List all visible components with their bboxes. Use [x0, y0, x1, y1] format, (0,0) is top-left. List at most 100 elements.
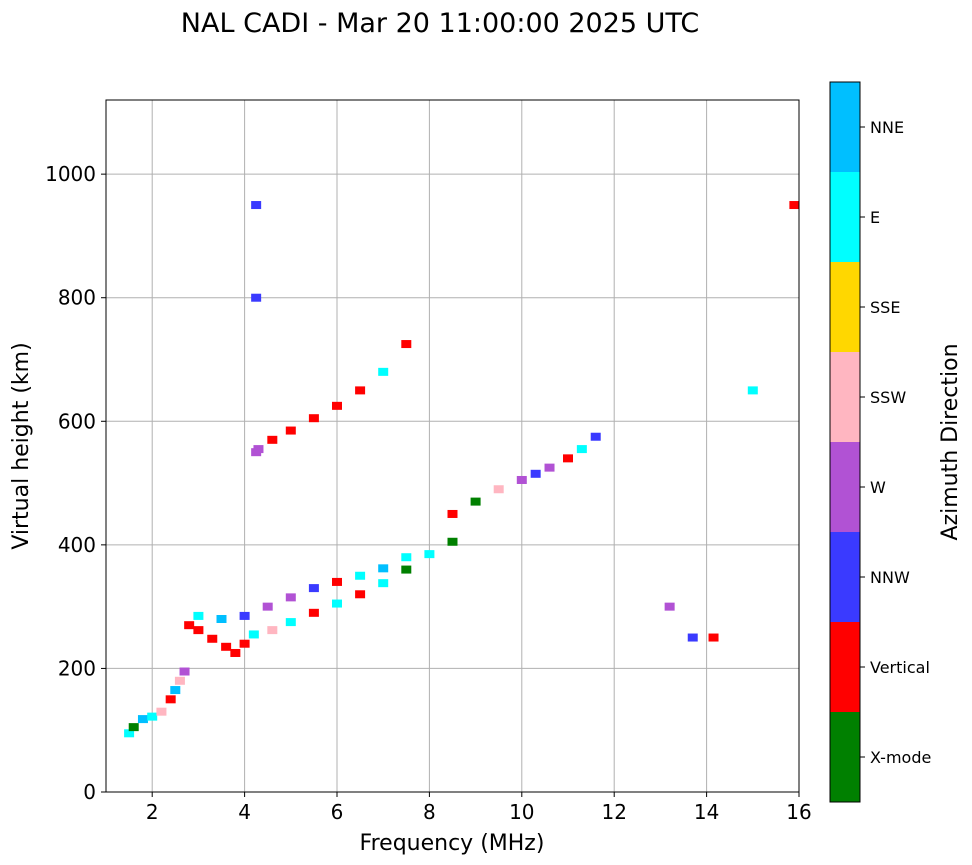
data-point	[184, 621, 195, 630]
y-tick-label: 1000	[45, 162, 96, 186]
colorbar-frame	[829, 81, 861, 803]
data-point	[355, 571, 366, 580]
x-tick-label: 2	[146, 800, 159, 824]
colorbar-segment	[830, 712, 860, 802]
data-point	[401, 553, 412, 562]
data-point	[355, 386, 366, 395]
data-point	[516, 475, 527, 484]
data-point	[470, 497, 481, 506]
data-point	[332, 577, 342, 586]
x-axis-label: Frequency (MHz)	[360, 831, 545, 856]
data-point	[308, 608, 319, 617]
data-point	[447, 537, 458, 546]
x-axis: 2 4 6 8 10 12 14 16	[146, 792, 812, 824]
y-tick-label: 400	[58, 533, 96, 557]
data-point	[147, 712, 158, 721]
colorbar-tick-label: W	[870, 478, 886, 497]
data-point	[156, 707, 167, 716]
data-point	[207, 634, 218, 643]
data-point	[170, 686, 181, 695]
data-point	[251, 448, 262, 457]
data-point	[285, 593, 296, 602]
y-tick-label: 0	[83, 780, 96, 804]
colorbar-segment	[830, 82, 860, 172]
data-point	[308, 584, 319, 593]
plot-frame	[105, 99, 800, 793]
colorbar-tick-label: SSE	[870, 298, 900, 317]
data-point	[590, 432, 601, 441]
x-tick-label: 4	[238, 800, 251, 824]
colorbar-segment	[830, 352, 860, 442]
colorbar-segment	[830, 532, 860, 622]
data-point	[248, 630, 259, 639]
data-point	[267, 626, 278, 635]
data-point	[401, 565, 412, 574]
data-point	[230, 648, 241, 657]
colorbar-segment	[830, 172, 860, 262]
data-point	[193, 626, 204, 635]
grid-lines	[106, 100, 800, 793]
data-point	[530, 469, 541, 478]
data-point	[267, 435, 278, 444]
x-tick-label: 8	[423, 800, 436, 824]
y-tick-label: 600	[58, 409, 96, 433]
data-point	[664, 602, 675, 611]
data-point	[165, 695, 176, 704]
data-point	[285, 426, 296, 435]
data-point	[544, 463, 555, 472]
data-point	[378, 367, 389, 376]
plot-background	[106, 100, 799, 792]
data-point	[239, 639, 250, 648]
data-point	[424, 550, 435, 559]
chart-title: NAL CADI - Mar 20 11:00:00 2025 UTC	[181, 8, 699, 39]
data-point	[239, 611, 250, 620]
data-point	[221, 642, 232, 651]
data-marks	[124, 201, 800, 738]
data-point	[179, 667, 190, 676]
y-axis-label: Virtual height (km)	[9, 342, 34, 549]
data-point	[687, 633, 698, 642]
x-tick-label: 14	[694, 800, 719, 824]
colorbar-tick-label: NNW	[870, 568, 910, 587]
colorbar-segment	[830, 442, 860, 532]
data-point	[332, 599, 342, 608]
data-point	[576, 445, 587, 454]
data-point	[193, 611, 204, 620]
colorbar-tick-label: E	[870, 208, 880, 227]
colorbar-tick-label: NNE	[870, 118, 904, 137]
data-point	[378, 579, 389, 588]
data-point	[401, 340, 412, 349]
data-point	[251, 293, 262, 302]
colorbar-label: Azimuth Direction	[938, 343, 963, 540]
x-tick-label: 12	[601, 800, 626, 824]
y-tick-label: 200	[58, 656, 96, 680]
data-point	[128, 723, 139, 732]
colorbar-tick-label: SSW	[870, 388, 906, 407]
colorbar-segment	[830, 262, 860, 352]
data-point	[332, 401, 342, 410]
y-axis: 0 200 400 600 800 1000	[45, 162, 106, 804]
data-point	[447, 509, 458, 518]
plot-area	[105, 99, 800, 793]
x-tick-label: 6	[331, 800, 344, 824]
data-point	[124, 729, 135, 738]
data-point	[285, 618, 296, 627]
colorbar-tick-label: Vertical	[870, 658, 930, 677]
data-point	[563, 454, 573, 463]
data-point	[137, 715, 148, 724]
colorbar-segment	[830, 622, 860, 712]
x-tick-label: 10	[509, 800, 534, 824]
data-point	[708, 633, 719, 642]
data-point	[308, 414, 319, 423]
data-point	[378, 564, 389, 573]
data-point	[493, 485, 504, 494]
data-point	[262, 602, 273, 611]
colorbar: X-mode Vertical NNW W SSW SSE E NNE	[829, 81, 931, 803]
data-point	[251, 201, 262, 210]
data-point	[216, 615, 227, 623]
data-point	[789, 201, 800, 210]
data-point	[174, 676, 185, 685]
y-tick-label: 800	[58, 286, 96, 310]
data-point	[747, 386, 758, 395]
